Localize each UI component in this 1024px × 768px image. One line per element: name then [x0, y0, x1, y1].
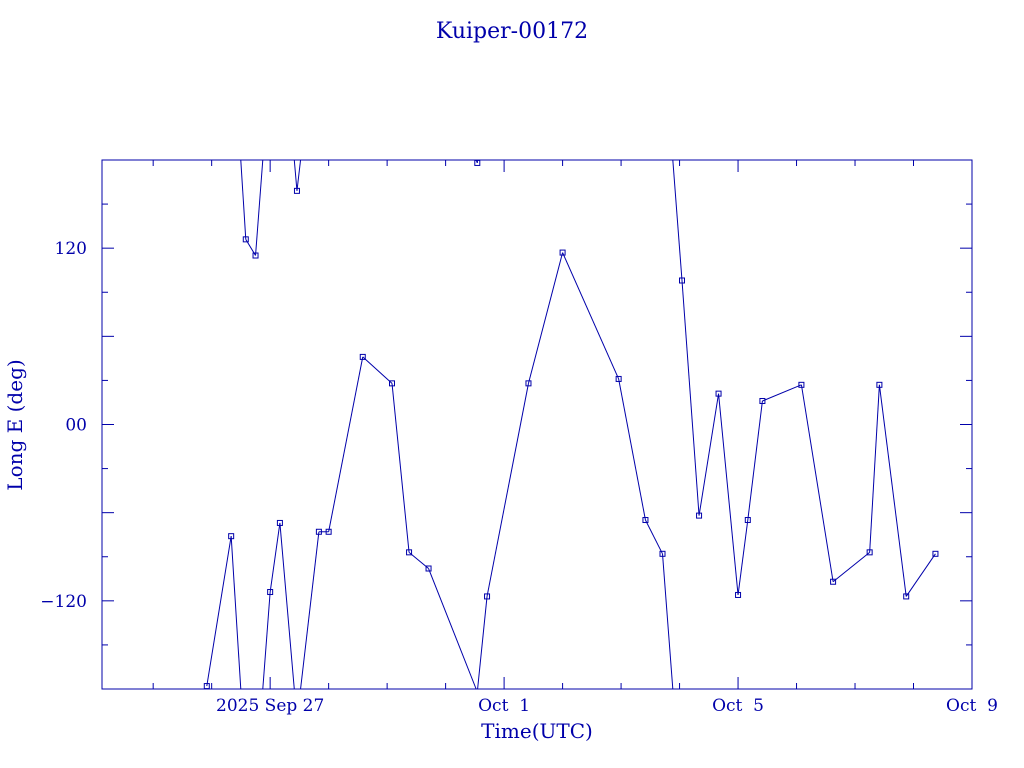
x-tick-label: Oct 1 — [478, 696, 530, 716]
line-segment — [672, 159, 683, 281]
data-point — [642, 517, 649, 524]
data-point — [474, 159, 481, 166]
data-point — [203, 683, 210, 690]
data-point — [484, 593, 491, 600]
data-point — [389, 380, 395, 387]
data-point — [293, 187, 300, 194]
data-point — [315, 528, 322, 535]
line-segment — [328, 356, 364, 532]
line-segment — [644, 519, 663, 555]
line-segment — [527, 252, 564, 384]
line-segment — [869, 384, 880, 553]
data-point — [696, 512, 703, 519]
y-tick-label: 00 — [65, 416, 87, 436]
data-point — [252, 252, 259, 259]
data-point — [903, 593, 910, 600]
chart-title: Kuiper-00172 — [436, 19, 588, 44]
line-segment — [240, 159, 247, 240]
data-point — [659, 550, 666, 557]
data-point — [559, 249, 566, 256]
data-point — [876, 381, 883, 388]
data-point — [425, 565, 432, 572]
data-point — [866, 549, 873, 556]
data-point — [735, 591, 742, 598]
x-axis-ticks: 2025 Sep 27 Oct 1 Oct 5 Oct 9 — [152, 160, 998, 716]
line-segment — [428, 568, 477, 690]
x-tick-label: 2025 Sep 27 — [216, 696, 324, 716]
line-segment — [662, 553, 674, 690]
line-segment — [562, 252, 620, 380]
line-segment — [905, 553, 936, 597]
line-segment — [230, 536, 242, 690]
line-segment — [800, 384, 834, 582]
data-point — [830, 578, 837, 585]
x-axis-label: Time(UTC) — [481, 719, 593, 743]
line-segment — [300, 531, 320, 690]
data-point — [228, 533, 235, 540]
line-segment — [737, 519, 749, 596]
data-point — [267, 589, 274, 596]
line-segment — [486, 383, 529, 597]
line-segment — [681, 280, 700, 516]
y-tick-label: −120 — [40, 592, 87, 612]
y-axis-label: Long E (deg) — [3, 359, 27, 490]
line-segment — [698, 393, 720, 516]
y-axis-ticks: 120 00 −120 — [40, 203, 972, 646]
data-point — [798, 381, 805, 388]
x-tick-label: Oct 9 — [946, 696, 998, 716]
data-point — [242, 236, 249, 243]
line-segment — [718, 393, 739, 596]
data-point — [615, 375, 622, 382]
line-segment — [269, 522, 281, 593]
line-segment — [262, 591, 271, 690]
line-segment — [747, 400, 763, 521]
series-line — [203, 159, 939, 690]
line-segment — [477, 596, 488, 690]
line-segment — [391, 383, 410, 553]
data-point — [679, 277, 685, 284]
line-segment — [293, 159, 298, 191]
x-tick-label: Oct 5 — [712, 696, 764, 716]
line-segment — [832, 551, 870, 583]
line-segment — [255, 159, 264, 256]
line-segment — [206, 536, 232, 687]
y-tick-label: 120 — [55, 239, 87, 259]
data-point — [525, 380, 532, 387]
line-segment — [618, 378, 646, 521]
line-segment — [762, 384, 802, 402]
data-point — [325, 528, 332, 535]
plot-frame — [101, 159, 973, 690]
line-segment — [878, 384, 907, 597]
line-segment — [296, 159, 302, 191]
data-point — [359, 353, 366, 360]
data-point — [406, 549, 413, 556]
data-point — [715, 390, 722, 397]
data-point — [276, 519, 283, 526]
data-point — [932, 550, 939, 557]
line-segment — [279, 522, 295, 690]
data-point — [744, 517, 751, 524]
line-segment — [408, 551, 429, 569]
data-point — [759, 397, 766, 404]
line-segment — [362, 356, 393, 384]
